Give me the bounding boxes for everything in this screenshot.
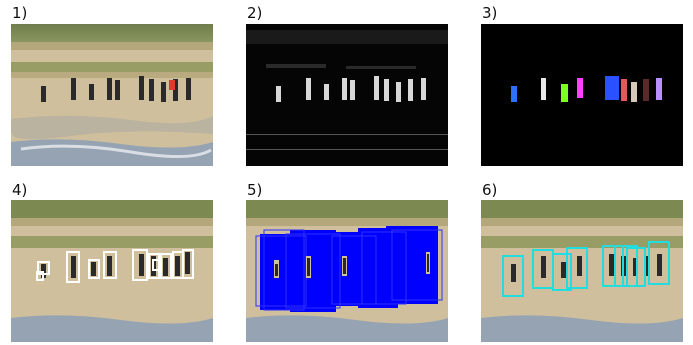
panel-3-label: 3) — [482, 4, 498, 22]
panel-4-label: 4) — [12, 181, 28, 199]
panel-3-segmentation-image — [481, 24, 683, 166]
panel-2-grayscale-image — [246, 24, 448, 166]
panel-6-final-detections-image — [481, 200, 683, 342]
panel-1-original-image — [11, 24, 213, 166]
panel-2-label: 2) — [247, 4, 263, 22]
panel-1-label: 1) — [12, 4, 28, 22]
panel-5-candidate-boxes-image — [246, 200, 448, 342]
panel-4-white-boxes-image — [11, 200, 213, 342]
panel-6-label: 6) — [482, 181, 498, 199]
panel-5-label: 5) — [247, 181, 263, 199]
